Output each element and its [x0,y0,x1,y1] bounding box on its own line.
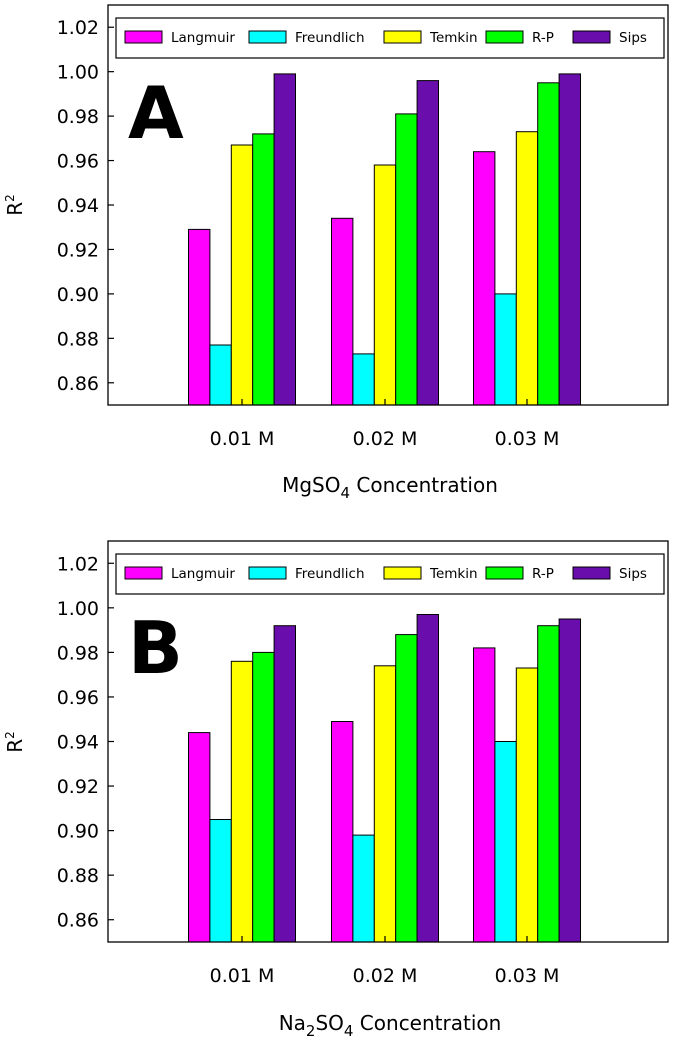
x-axis-title-xlabel-sub: 2 [306,1022,316,1038]
y-tick-label: 0.90 [57,821,99,843]
y-axis-title-superscript: 2 [3,731,17,739]
legend-swatch-freundlich [248,566,287,580]
y-axis-title: R2 [3,731,27,753]
x-axis-title-xlabel-tail: SO [315,1011,343,1035]
x-tick-label: 0.03 M [495,428,560,450]
bar-r-p-1 [252,133,275,406]
chart-panel-a: 0.86 0.88 0.90 0.92 0.94 0.96 0.98 1.00 1.02 0.01… [3,4,669,502]
bar-langmuir-2 [331,721,354,943]
y-tick-label: 0.98 [57,106,99,128]
bar-langmuir-3 [473,647,496,943]
panel-label: A [128,71,184,155]
y-axis-title: R2 [3,194,27,216]
bar-r-p-3 [537,625,560,943]
y-tick-label: 1.00 [57,62,99,84]
legend-label-r-p: R-P [532,30,554,46]
chart-panel-b: 0.86 0.88 0.90 0.92 0.94 0.96 0.98 1.00 1.02 0.01… [3,540,669,1038]
x-tick-label: 0.01 M [210,965,275,987]
y-tick-label: 1.02 [57,17,99,39]
panel-label: B [128,606,183,690]
x-axis-title: Na2SO4 Concentration [279,1011,502,1038]
y-tick-label: 1.02 [57,553,99,575]
y-tick-label: 0.90 [57,284,99,306]
x-axis-title-xlabel-tail: Concentration [350,473,498,497]
legend-swatch-temkin [383,566,422,580]
y-tick-label: 0.86 [57,910,99,932]
legend-label-langmuir: Langmuir [171,30,235,46]
y-tick-label: 0.94 [57,195,99,217]
legend-swatch-langmuir [124,30,163,44]
bar-sips-2 [416,80,440,406]
x-axis-title: MgSO4 Concentration [282,473,498,502]
y-tick-label: 0.96 [57,687,99,709]
y-tick-label: 0.88 [57,865,99,887]
x-axis-title-xlabel: Na [279,1011,306,1035]
y-axis-title-main: R [3,739,27,753]
legend-swatch-temkin [383,30,422,44]
legend-label-freundlich: Freundlich [295,566,365,582]
legend-swatch-r-p [485,566,524,580]
legend: Langmuir Freundlich Temkin R-P Sips [115,17,665,59]
bar-r-p-2 [395,113,418,406]
x-tick-label: 0.02 M [353,428,418,450]
y-tick-label: 0.94 [57,732,99,754]
bar-freundlich-3 [494,293,517,406]
bar-sips-2 [416,614,440,943]
y-axis-title-main: R [3,202,27,216]
legend-label-langmuir: Langmuir [171,566,235,582]
legend-swatch-sips [572,566,611,580]
bar-r-p-3 [537,82,560,406]
y-tick-label: 0.92 [57,239,99,261]
bar-temkin-3 [515,667,539,943]
legend-swatch-r-p [485,30,524,44]
bar-sips-3 [558,618,581,943]
x-axis-title-xlabel: MgSO [282,473,340,497]
bar-freundlich-2 [352,834,375,943]
bar-temkin-2 [373,164,397,406]
x-tick-label: 0.03 M [495,965,560,987]
legend-swatch-langmuir [124,566,163,580]
bar-sips-3 [558,73,581,406]
bar-r-p-1 [252,651,275,943]
bar-langmuir-2 [331,217,354,406]
bar-temkin-1 [230,144,254,406]
bar-sips-1 [273,73,297,406]
legend: Langmuir Freundlich Temkin R-P Sips [115,553,665,595]
bar-freundlich-3 [494,741,517,943]
bar-temkin-2 [373,665,397,943]
legend-label-temkin: Temkin [429,30,478,46]
bar-langmuir-3 [473,151,496,406]
x-tick-label: 0.01 M [210,428,275,450]
legend-swatch-sips [572,30,611,44]
legend-swatch-freundlich [248,30,287,44]
y-axis-title-superscript: 2 [3,194,17,202]
legend-label-sips: Sips [619,566,647,582]
legend-label-r-p: R-P [532,566,554,582]
bar-langmuir-1 [188,228,211,406]
y-tick-label: 1.00 [57,598,99,620]
x-axis-title-xlabel-sub2: 4 [344,1022,354,1038]
bar-r-p-2 [395,634,418,943]
y-tick-label: 0.96 [57,151,99,173]
y-tick-label: 0.98 [57,642,99,664]
legend-label-temkin: Temkin [429,566,478,582]
bar-freundlich-1 [209,344,232,406]
legend-label-freundlich: Freundlich [295,30,365,46]
x-axis-title-xlabel-sub: 4 [341,484,351,502]
y-tick-label: 0.88 [57,328,99,350]
y-tick-label: 0.92 [57,776,99,798]
x-tick-label: 0.02 M [353,965,418,987]
bar-sips-1 [273,625,297,943]
bar-temkin-3 [515,131,539,406]
y-tick-label: 0.86 [57,373,99,395]
bar-freundlich-2 [352,353,375,406]
bar-freundlich-1 [209,819,232,943]
bar-temkin-1 [230,660,254,943]
x-axis-title-xlabel-tail2: Concentration [353,1011,501,1035]
bar-langmuir-1 [188,732,211,943]
legend-label-sips: Sips [619,30,647,46]
